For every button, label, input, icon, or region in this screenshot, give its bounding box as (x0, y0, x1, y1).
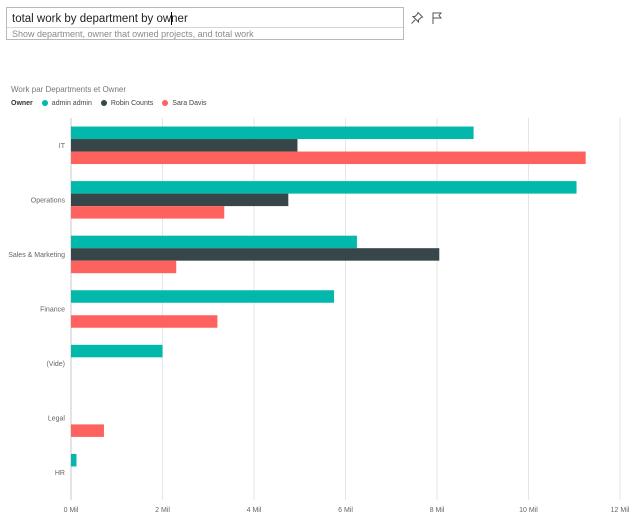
pin-icon[interactable] (410, 11, 424, 25)
y-category-label: IT (59, 143, 66, 150)
bar-admin-admin[interactable] (71, 453, 77, 467)
legend-label: Sara Davis (172, 99, 207, 107)
bar-sara-davis[interactable] (71, 315, 218, 328)
x-tick-label: 12 Mil (611, 507, 630, 514)
bar-admin-admin[interactable] (71, 235, 357, 249)
text-caret (171, 12, 172, 25)
legend-item-admin-admin[interactable]: admin admin (41, 99, 92, 107)
flag-icon[interactable] (430, 11, 444, 25)
x-tick-label: 2 Mil (155, 507, 170, 514)
legend-title: Owner (11, 99, 33, 107)
bar-robin-counts[interactable] (71, 193, 289, 207)
legend-swatch (41, 100, 48, 106)
x-tick-label: 4 Mil (247, 507, 262, 514)
bar-sara-davis[interactable] (71, 260, 177, 274)
y-category-label: Legal (48, 416, 66, 423)
y-category-label: HR (55, 470, 65, 477)
chart-title: Work par Departments et Owner (11, 85, 127, 94)
qa-question-input[interactable] (12, 11, 392, 27)
bar-sara-davis[interactable] (71, 151, 586, 165)
qa-question-box[interactable]: Show department, owner that owned projec… (6, 7, 404, 40)
bar-robin-counts[interactable] (71, 139, 298, 152)
y-category-label: Operations (31, 197, 66, 204)
bar-admin-admin[interactable] (71, 344, 163, 358)
legend-label: admin admin (51, 99, 92, 107)
legend-label: Robin Counts (110, 99, 154, 107)
legend-item-sara-davis[interactable]: Sara Davis (162, 99, 207, 107)
y-category-label: Finance (40, 307, 65, 314)
bar-sara-davis[interactable] (71, 206, 225, 219)
qa-suggestion[interactable]: Show department, owner that owned projec… (7, 27, 403, 40)
bar-admin-admin[interactable] (71, 126, 474, 140)
bar-sara-davis[interactable] (71, 424, 104, 437)
chart-legend: Owner admin admin Robin Counts Sara Davi… (11, 98, 216, 108)
bar-robin-counts[interactable] (71, 248, 440, 261)
legend-swatch (162, 100, 169, 106)
y-category-label: (Vide) (46, 361, 65, 368)
bar-admin-admin[interactable] (71, 290, 335, 303)
y-category-label: Sales & Marketing (8, 252, 65, 259)
x-tick-label: 6 Mil (338, 507, 353, 514)
legend-swatch (100, 100, 107, 106)
x-tick-label: 10 Mil (519, 507, 538, 514)
legend-item-robin-counts[interactable]: Robin Counts (100, 99, 154, 107)
x-tick-label: 8 Mil (430, 507, 445, 514)
bar-admin-admin[interactable] (71, 181, 577, 194)
x-tick-label: 0 Mil (64, 507, 79, 514)
